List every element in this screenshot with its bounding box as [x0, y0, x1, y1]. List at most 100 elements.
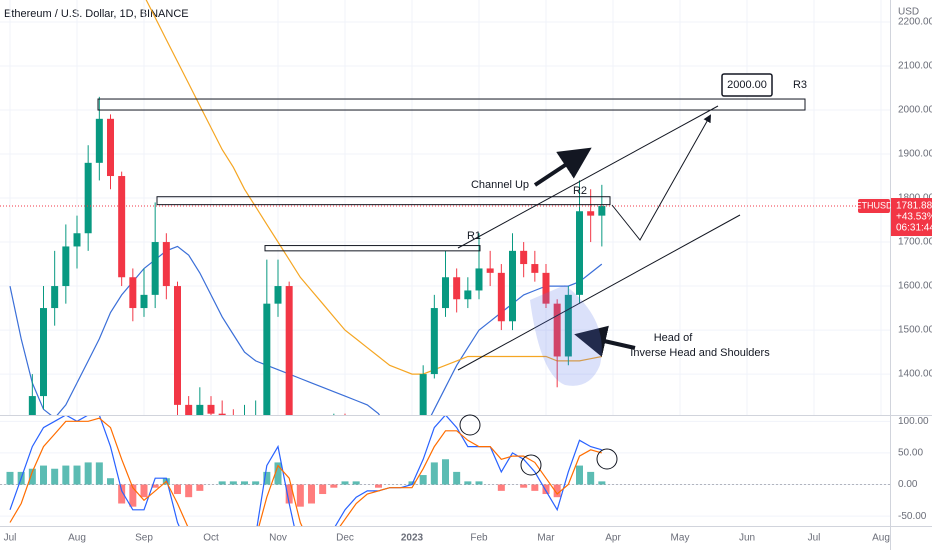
price-tag — [891, 198, 932, 237]
histogram-bar — [442, 459, 449, 485]
y-tick-label: 100.00 — [898, 416, 929, 427]
chart-title: Ethereum / U.S. Dollar, 1D, BINANCE — [4, 8, 189, 20]
histogram-bar — [430, 462, 438, 485]
candle-body — [196, 404, 204, 415]
candle-body — [587, 211, 595, 216]
head-label: Head of — [654, 332, 693, 344]
candle-body — [62, 246, 70, 287]
target-box — [721, 73, 773, 97]
macd-pane — [0, 416, 890, 526]
histogram-bar — [285, 484, 293, 504]
histogram-bar — [6, 471, 14, 485]
candle-body — [531, 264, 539, 273]
change-label: +43.53% — [896, 212, 932, 223]
macd-circle — [596, 448, 618, 470]
histogram-bar — [95, 462, 103, 485]
histogram-bar — [129, 484, 137, 507]
candle-body — [28, 396, 36, 415]
candle-body — [140, 294, 148, 309]
histogram-bar — [352, 481, 360, 485]
candle-body — [274, 286, 282, 304]
resistance-zone — [97, 98, 806, 111]
candle-body — [353, 427, 360, 431]
histogram-bar — [330, 484, 338, 488]
y-tick-label: 0.00 — [898, 479, 918, 490]
candle-body — [162, 242, 170, 287]
histogram-bar — [252, 481, 260, 485]
candle-body — [118, 176, 126, 278]
x-tick-label: Jun — [739, 533, 755, 544]
candle-body — [497, 272, 505, 322]
candle-body — [486, 268, 494, 273]
candle-body — [442, 277, 449, 309]
candle-body — [564, 294, 572, 357]
signal-line — [9, 417, 602, 526]
resistance-zone — [264, 245, 481, 252]
x-tick-label: Sep — [135, 533, 153, 544]
candle-body — [576, 211, 583, 295]
moving-average — [145, 0, 602, 375]
resistance-zone — [156, 196, 611, 206]
macd-circle — [520, 454, 542, 476]
histogram-bar — [73, 465, 81, 485]
y-tick-label: 2200.00 — [898, 17, 932, 28]
candle-body — [73, 233, 81, 247]
candle-body — [342, 422, 349, 426]
channel-lower — [457, 214, 741, 371]
histogram-bar — [453, 471, 461, 485]
histogram-bar — [531, 484, 539, 491]
y-tick-label: 2100.00 — [898, 61, 932, 72]
histogram-bar — [174, 484, 181, 495]
histogram-bar — [274, 462, 282, 485]
target-label: 2000.00 — [727, 79, 767, 91]
x-tick-label: Mar — [537, 533, 555, 544]
histogram-bar — [497, 484, 505, 491]
y-tick-label: 2000.00 — [898, 105, 932, 116]
candle-body — [285, 286, 293, 415]
candle-body — [84, 162, 92, 234]
x-tick-label: Aug — [872, 533, 890, 544]
candle-body — [174, 286, 181, 405]
x-tick-label: Aug — [68, 533, 86, 544]
x-tick-label: Dec — [336, 533, 354, 544]
histogram-bar — [118, 484, 126, 504]
candle-body — [297, 427, 304, 453]
macd-line — [9, 416, 602, 526]
candle-body — [475, 268, 483, 291]
histogram-bar — [140, 484, 148, 498]
histogram-bar — [475, 481, 483, 485]
projection-path — [611, 114, 711, 241]
zone-label: R3 — [793, 79, 807, 91]
histogram-bar — [408, 481, 416, 485]
candle-body — [453, 277, 461, 300]
histogram-bar — [308, 484, 315, 504]
histogram-bar — [296, 484, 304, 507]
y-tick-label: 1500.00 — [898, 325, 932, 336]
histogram-bar — [62, 465, 70, 485]
histogram-bar — [520, 484, 528, 488]
candle-body — [520, 250, 528, 265]
candle-body — [51, 286, 59, 309]
histogram-bar — [40, 465, 47, 485]
channel-label: Channel Up — [471, 179, 529, 191]
y-tick-label: 1400.00 — [898, 369, 932, 380]
countdown-label: 06:31:44 — [896, 223, 932, 234]
histogram-bar — [576, 465, 583, 485]
candle-body — [129, 277, 137, 309]
histogram-bar — [375, 484, 382, 488]
candle-body — [330, 422, 337, 475]
candle-body — [308, 453, 315, 462]
y-tick-label: -50.00 — [898, 511, 927, 522]
histogram-bar — [263, 471, 271, 485]
candle-body — [218, 413, 226, 415]
histogram-bar — [51, 468, 59, 485]
candle-body — [263, 303, 271, 415]
currency: USD — [898, 7, 919, 18]
candle-body — [241, 422, 248, 423]
histogram-bar — [241, 481, 248, 485]
price-label: 1781.88 — [896, 201, 932, 212]
candle-body — [375, 431, 382, 462]
x-tick-label: May — [671, 533, 690, 544]
x-tick-label: Apr — [605, 533, 621, 544]
